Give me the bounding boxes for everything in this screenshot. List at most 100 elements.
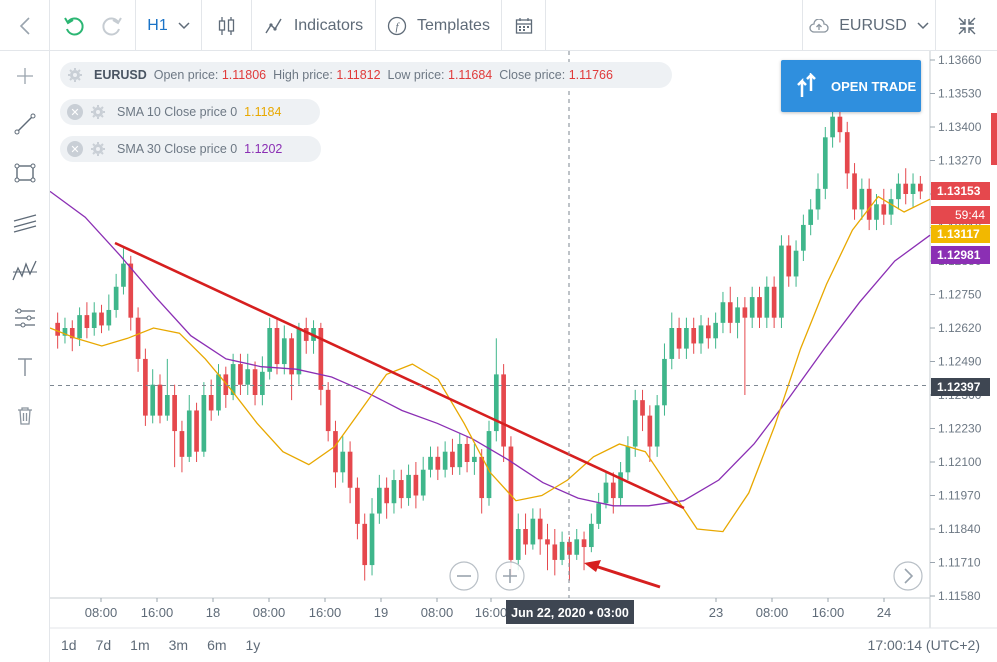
undo-icon[interactable] xyxy=(62,14,86,38)
trendline-tool[interactable] xyxy=(0,104,50,144)
back-button[interactable] xyxy=(0,0,50,51)
open-trade-button[interactable]: OPEN TRADE xyxy=(781,60,921,112)
candlestick-icon xyxy=(218,16,234,35)
price-tick-label: 1.11580 xyxy=(938,589,981,603)
calendar-button[interactable] xyxy=(502,0,546,51)
candle-body xyxy=(537,518,543,540)
candle-body xyxy=(216,374,221,411)
candle-body xyxy=(472,456,477,462)
crosshair-tool[interactable] xyxy=(0,56,50,96)
interval-selector[interactable]: H1 xyxy=(136,0,202,51)
range-1y[interactable]: 1y xyxy=(245,637,261,653)
candle-body xyxy=(493,374,499,432)
high-value: 1.11812 xyxy=(336,68,381,82)
candle-body xyxy=(201,395,207,452)
candle-body xyxy=(654,405,660,447)
close-label: Close price: xyxy=(499,68,566,82)
candle-body xyxy=(289,338,294,375)
pattern-tool[interactable] xyxy=(0,251,50,291)
rectangle-tool[interactable] xyxy=(0,153,50,193)
svg-text:f: f xyxy=(396,21,401,33)
time-tick-label: 08:00 xyxy=(85,605,118,620)
arrowhead-drawing xyxy=(584,560,601,572)
candle-body xyxy=(859,188,865,210)
price-tick-label: 1.12230 xyxy=(938,422,982,436)
candle-body xyxy=(837,116,843,133)
chevron-left-icon xyxy=(19,16,30,35)
candle-body xyxy=(647,415,653,447)
crosshair-icon xyxy=(17,68,33,84)
candle-body xyxy=(486,431,492,499)
candle-body xyxy=(589,523,594,548)
time-tick-label: 08:00 xyxy=(421,605,454,620)
range-1d[interactable]: 1d xyxy=(61,637,77,653)
sma10-line xyxy=(49,195,931,533)
price-tick-label: 1.13660 xyxy=(938,53,982,67)
fullscreen-button[interactable] xyxy=(936,0,997,51)
candle-body xyxy=(523,529,528,545)
candle-body xyxy=(844,132,850,174)
candle-body xyxy=(442,451,448,470)
gear-icon[interactable] xyxy=(89,103,107,121)
time-tick-label: 16:00 xyxy=(812,605,845,620)
chevron-down-icon xyxy=(178,21,190,29)
interval-label: H1 xyxy=(147,16,168,34)
last-price-badge: 1.13153 xyxy=(931,182,990,200)
countdown-badge: 59:44 xyxy=(931,206,990,224)
price-tick-label: 1.13530 xyxy=(938,87,982,101)
candle-body xyxy=(238,364,243,385)
price-tick-label: 1.13400 xyxy=(938,120,982,134)
candle-body xyxy=(84,315,90,328)
remove-indicator-icon[interactable]: ✕ xyxy=(67,104,83,120)
indicators-button[interactable]: Indicators xyxy=(252,0,376,51)
range-1m[interactable]: 1m xyxy=(130,637,150,653)
candle-body xyxy=(610,482,616,499)
candle-body xyxy=(186,410,192,457)
candle-body xyxy=(435,456,441,470)
candle-body xyxy=(91,312,97,328)
zoom-out-button[interactable] xyxy=(449,561,479,591)
fibonacci-tool[interactable] xyxy=(0,298,50,338)
candle-body xyxy=(691,328,697,344)
sma30-price-badge: 1.12981 xyxy=(931,246,990,264)
candle-body xyxy=(62,328,68,336)
templates-button[interactable]: f Templates xyxy=(376,0,502,51)
zoom-in-button[interactable] xyxy=(495,561,525,591)
ohlc-symbol: EURUSD xyxy=(94,68,147,82)
range-6m[interactable]: 6m xyxy=(207,637,227,653)
candle-body xyxy=(384,487,389,504)
chevron-down-icon xyxy=(917,21,929,29)
gear-icon[interactable] xyxy=(66,66,84,84)
candle-body xyxy=(267,328,273,372)
range-3m[interactable]: 3m xyxy=(168,637,189,653)
candle-body xyxy=(888,199,894,215)
rectangle-icon xyxy=(14,163,36,183)
range-7d[interactable]: 7d xyxy=(95,637,112,653)
candle-body xyxy=(771,286,777,318)
candle-body xyxy=(515,529,521,560)
text-tool[interactable] xyxy=(0,347,50,387)
remove-indicator-icon[interactable]: ✕ xyxy=(67,141,83,157)
candle-body xyxy=(121,263,126,287)
scroll-right-button[interactable] xyxy=(893,561,923,591)
symbol-selector[interactable]: EURUSD xyxy=(802,0,936,51)
candle-body xyxy=(398,480,404,499)
candle-body xyxy=(274,328,280,365)
channel-tool[interactable] xyxy=(0,202,50,242)
candle-body xyxy=(581,539,587,548)
gear-icon[interactable] xyxy=(89,140,107,158)
candle-body xyxy=(874,204,879,220)
fibonacci-icon xyxy=(15,308,35,328)
candle-body xyxy=(303,328,309,341)
candle-body xyxy=(340,451,346,473)
delete-drawings-tool[interactable] xyxy=(0,396,50,436)
indicators-label: Indicators xyxy=(293,16,364,34)
candle-body xyxy=(786,245,792,277)
candle-body xyxy=(450,451,455,468)
candle-body xyxy=(391,480,397,504)
redo-icon[interactable] xyxy=(100,14,124,38)
chart-type-button[interactable] xyxy=(202,0,252,51)
trendline-icon xyxy=(14,113,36,135)
open-value: 1.11806 xyxy=(221,68,267,82)
